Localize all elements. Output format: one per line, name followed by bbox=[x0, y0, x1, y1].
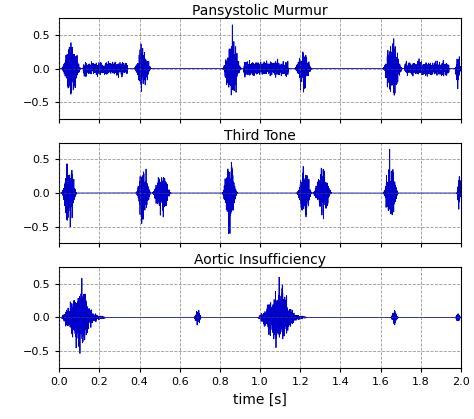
Title: Pansystolic Murmur: Pansystolic Murmur bbox=[192, 4, 328, 18]
Title: Third Tone: Third Tone bbox=[224, 129, 296, 142]
Title: Aortic Insufficiency: Aortic Insufficiency bbox=[194, 253, 326, 267]
X-axis label: time [s]: time [s] bbox=[233, 393, 287, 406]
